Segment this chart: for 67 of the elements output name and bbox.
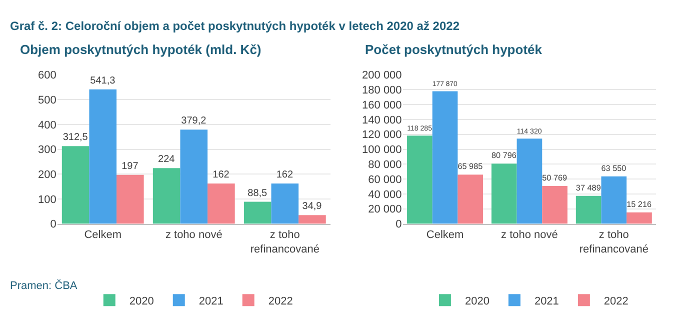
y-tick-label: 400 bbox=[38, 119, 56, 132]
data-label: 65 985 bbox=[458, 162, 484, 172]
data-label: 88,5 bbox=[248, 188, 268, 199]
data-label: 379,2 bbox=[181, 116, 207, 127]
bar bbox=[244, 202, 272, 224]
bar bbox=[516, 138, 542, 224]
y-tick-label: 180 000 bbox=[362, 84, 402, 97]
data-label: 50 769 bbox=[542, 173, 568, 182]
bar bbox=[576, 196, 602, 224]
data-label: 162 bbox=[276, 170, 294, 181]
data-label: 541,3 bbox=[90, 75, 116, 86]
y-tick-label: 0 bbox=[50, 218, 56, 231]
y-tick-label: 100 000 bbox=[362, 144, 402, 156]
data-label: 197 bbox=[122, 160, 139, 172]
legend-label: 2020 bbox=[129, 295, 154, 308]
chart-title: Počet poskytnutých hypoték bbox=[365, 42, 543, 57]
bar bbox=[626, 212, 652, 224]
y-tick-label: 60 000 bbox=[368, 174, 402, 186]
data-label: 63 550 bbox=[601, 164, 627, 173]
x-tick-label: z toho nové bbox=[165, 228, 222, 241]
data-label: 312,5 bbox=[62, 132, 88, 144]
x-tick-label: Celkem bbox=[84, 228, 122, 241]
data-label: 162 bbox=[212, 170, 230, 181]
y-tick-label: 160 000 bbox=[362, 99, 402, 112]
legend-label: 2022 bbox=[604, 295, 628, 308]
bar bbox=[89, 89, 117, 224]
bar bbox=[298, 215, 326, 224]
y-tick-label: 40 000 bbox=[368, 188, 402, 201]
y-tick-label: 20 000 bbox=[368, 204, 402, 216]
data-label: 34,9 bbox=[302, 201, 322, 212]
y-tick-label: 100 bbox=[38, 194, 56, 206]
legend-label: 2021 bbox=[198, 295, 224, 308]
bar bbox=[271, 184, 299, 224]
bar bbox=[407, 136, 432, 224]
bar bbox=[601, 176, 627, 224]
y-tick-label: 0 bbox=[396, 218, 402, 231]
x-tick-label: Celkem bbox=[426, 228, 464, 241]
y-tick-label: 500 bbox=[38, 94, 56, 106]
legend-label: 2021 bbox=[534, 295, 559, 308]
y-tick-label: 120 000 bbox=[362, 129, 402, 142]
bar bbox=[491, 164, 517, 224]
text: Graf č. 2: Celoroční objem a počet poskytnutých hypoték v letech 2020 až 2022 bbox=[10, 19, 460, 33]
y-tick-label: 300 bbox=[38, 144, 56, 156]
y-tick-label: 80 000 bbox=[368, 159, 402, 172]
bar bbox=[152, 168, 180, 224]
bar bbox=[62, 146, 90, 224]
data-label: 15 216 bbox=[626, 200, 652, 209]
bar bbox=[542, 186, 568, 224]
x-tick-label: z toho refinancované bbox=[250, 228, 320, 256]
y-tick-label: 200 000 bbox=[362, 70, 402, 82]
y-tick-label: 200 bbox=[38, 168, 56, 181]
x-tick-label: z toho refinancované bbox=[579, 228, 648, 256]
chart-title: Objem poskytnutých hypoték (mld. Kč) bbox=[20, 42, 262, 57]
bar bbox=[432, 91, 458, 224]
bar bbox=[116, 174, 144, 224]
legend-label: 2022 bbox=[268, 295, 293, 308]
bar bbox=[208, 184, 235, 224]
y-tick-label: 600 bbox=[38, 70, 56, 82]
bar bbox=[458, 174, 484, 224]
data-label: 37 489 bbox=[576, 183, 602, 192]
text: Pramen: ČBA bbox=[10, 279, 78, 292]
y-tick-label: 140 000 bbox=[362, 114, 402, 126]
legend-label: 2020 bbox=[464, 295, 490, 308]
data-label: 224 bbox=[158, 154, 176, 166]
x-tick-label: z toho nové bbox=[501, 228, 558, 241]
bar bbox=[180, 130, 208, 224]
data-label: 80 796 bbox=[491, 151, 517, 160]
